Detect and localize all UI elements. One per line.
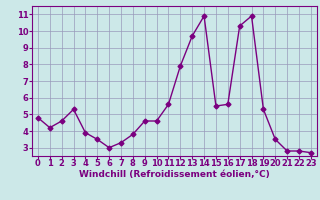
X-axis label: Windchill (Refroidissement éolien,°C): Windchill (Refroidissement éolien,°C) <box>79 170 270 179</box>
